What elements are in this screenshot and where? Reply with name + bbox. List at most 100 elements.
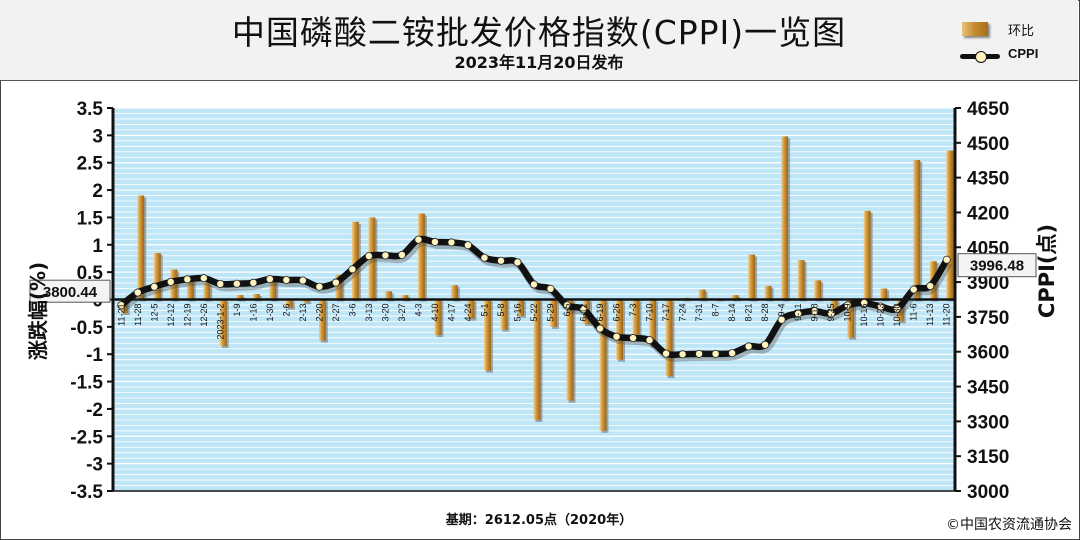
bar: [781, 136, 789, 300]
bar: [484, 299, 491, 371]
x-tick-label: 11-20: [942, 304, 952, 326]
legend-bar-label: 环比: [1008, 23, 1035, 38]
legend-line-label: CPPI: [1008, 46, 1039, 61]
x-tick-label: 1-30: [265, 304, 275, 322]
cppi-point: [447, 238, 456, 247]
y-axis-label: 涨跌幅(%): [26, 262, 50, 360]
cppi-point: [133, 288, 142, 297]
bar: [302, 299, 310, 303]
bar: [351, 221, 359, 300]
bar: [318, 299, 326, 341]
bar: [137, 195, 145, 300]
cppi-point: [414, 235, 423, 244]
bar: [946, 150, 954, 300]
y-tick-label: 3.5: [77, 99, 104, 120]
x-tick-label: 4-10: [430, 304, 440, 322]
footer-base-period: 基期：2612.05点（2020年）: [445, 513, 633, 528]
cppi-point: [612, 332, 621, 341]
x-tick-label: 10-23: [876, 304, 886, 327]
y-tick-label: -3: [86, 455, 103, 476]
x-tick-label: 9-11: [793, 304, 803, 321]
cppi-point: [216, 279, 225, 288]
x-tick-label: 3-27: [397, 304, 407, 322]
legend-marker-swatch: [975, 51, 987, 63]
y2-tick-label: 3450: [967, 378, 1009, 399]
bar: [616, 299, 624, 360]
y-tick-label: -1.5: [70, 373, 103, 394]
x-tick-label: 7-10: [645, 304, 655, 322]
bar: [599, 299, 607, 431]
x-tick-label: 3-20: [380, 304, 390, 322]
x-tick-label: 2-27: [331, 304, 341, 322]
chart-subtitle: 2023年11月20日发布: [454, 53, 624, 72]
x-tick-label: 11-28: [133, 304, 143, 326]
x-tick-label: 9-25: [826, 304, 836, 322]
legend: 环比 CPPI: [960, 20, 1070, 70]
y-tick-label: 3: [92, 126, 103, 147]
cppi-point: [629, 334, 638, 343]
cppi-point: [827, 309, 836, 318]
x-tick-label: 7-31: [694, 304, 704, 322]
cppi-point: [381, 251, 390, 260]
cppi-point: [150, 282, 159, 291]
bar: [219, 299, 227, 347]
cppi-point: [942, 255, 951, 264]
x-tick-label: 5-16: [512, 304, 522, 322]
end-callout-text: 3996.48: [970, 258, 1024, 275]
y2-tick-label: 3900: [967, 273, 1009, 294]
cppi-point: [249, 278, 258, 287]
bar: [252, 294, 260, 300]
cppi-point: [364, 252, 373, 261]
x-tick-label: 2-20: [314, 304, 324, 322]
cppi-point: [678, 350, 687, 359]
chart-svg: 3.532.521.510.50-0.5-1-1.5-2-2.5-3-3.5 4…: [26, 99, 1059, 503]
x-tick-labels: 11-21 11-28 12-5 12-12 12-19 12-26 2023-1-2 1-9…: [116, 303, 951, 339]
x-tick-label: 4-3: [413, 304, 423, 317]
cppi-point: [711, 349, 720, 358]
cppi-point: [579, 305, 588, 314]
cppi-point: [794, 309, 803, 318]
cppi-point: [744, 342, 753, 351]
bar: [550, 299, 557, 327]
x-tick-label: 8-14: [727, 304, 737, 322]
bar: [384, 291, 392, 300]
x-tick-label: 1-9: [232, 304, 242, 317]
legend-bar-swatch: [962, 22, 988, 36]
y-tick-label: -0.5: [70, 318, 103, 339]
cppi-point: [513, 258, 522, 267]
cppi-point: [232, 279, 241, 288]
bar: [335, 274, 343, 300]
y2-tick-label: 4200: [967, 203, 1009, 224]
end-callout-box: [957, 253, 1037, 278]
x-tick-label: 6-26: [612, 304, 622, 322]
x-tick-label: 9-4: [777, 304, 787, 317]
x-tick-label: 12-12: [166, 304, 176, 327]
x-tick-label: 12-19: [182, 304, 192, 327]
x-tick-label: 8-7: [711, 304, 721, 317]
x-tick-label: 6-5: [562, 304, 572, 317]
bar: [236, 295, 244, 300]
y-tick-label: 2.5: [77, 154, 104, 175]
x-tick-label: 11-13: [925, 304, 935, 326]
axes: [107, 107, 961, 492]
cppi-point: [761, 340, 770, 349]
x-tick-label: 2-6: [281, 304, 291, 317]
bar: [830, 299, 838, 314]
cppi-point: [463, 241, 472, 250]
bar: [186, 277, 194, 300]
bar: [814, 280, 822, 300]
y-tick-label: 1.5: [77, 208, 104, 229]
bar: [203, 283, 211, 300]
cppi-point: [893, 304, 902, 313]
x-tick-label: 7-3: [628, 304, 638, 317]
x-tick-label: 7-17: [661, 304, 671, 322]
x-tick-label: 6-19: [595, 304, 605, 322]
x-tick-label: 6-12: [579, 304, 589, 322]
x-tick-label: 10-30: [892, 304, 902, 327]
y2-tick-label: 3300: [967, 412, 1009, 433]
cppi-point: [546, 284, 555, 293]
bar: [880, 288, 888, 300]
cppi-point: [695, 349, 704, 358]
y-tick-label: 1: [92, 236, 103, 257]
cppi-point: [926, 282, 935, 291]
